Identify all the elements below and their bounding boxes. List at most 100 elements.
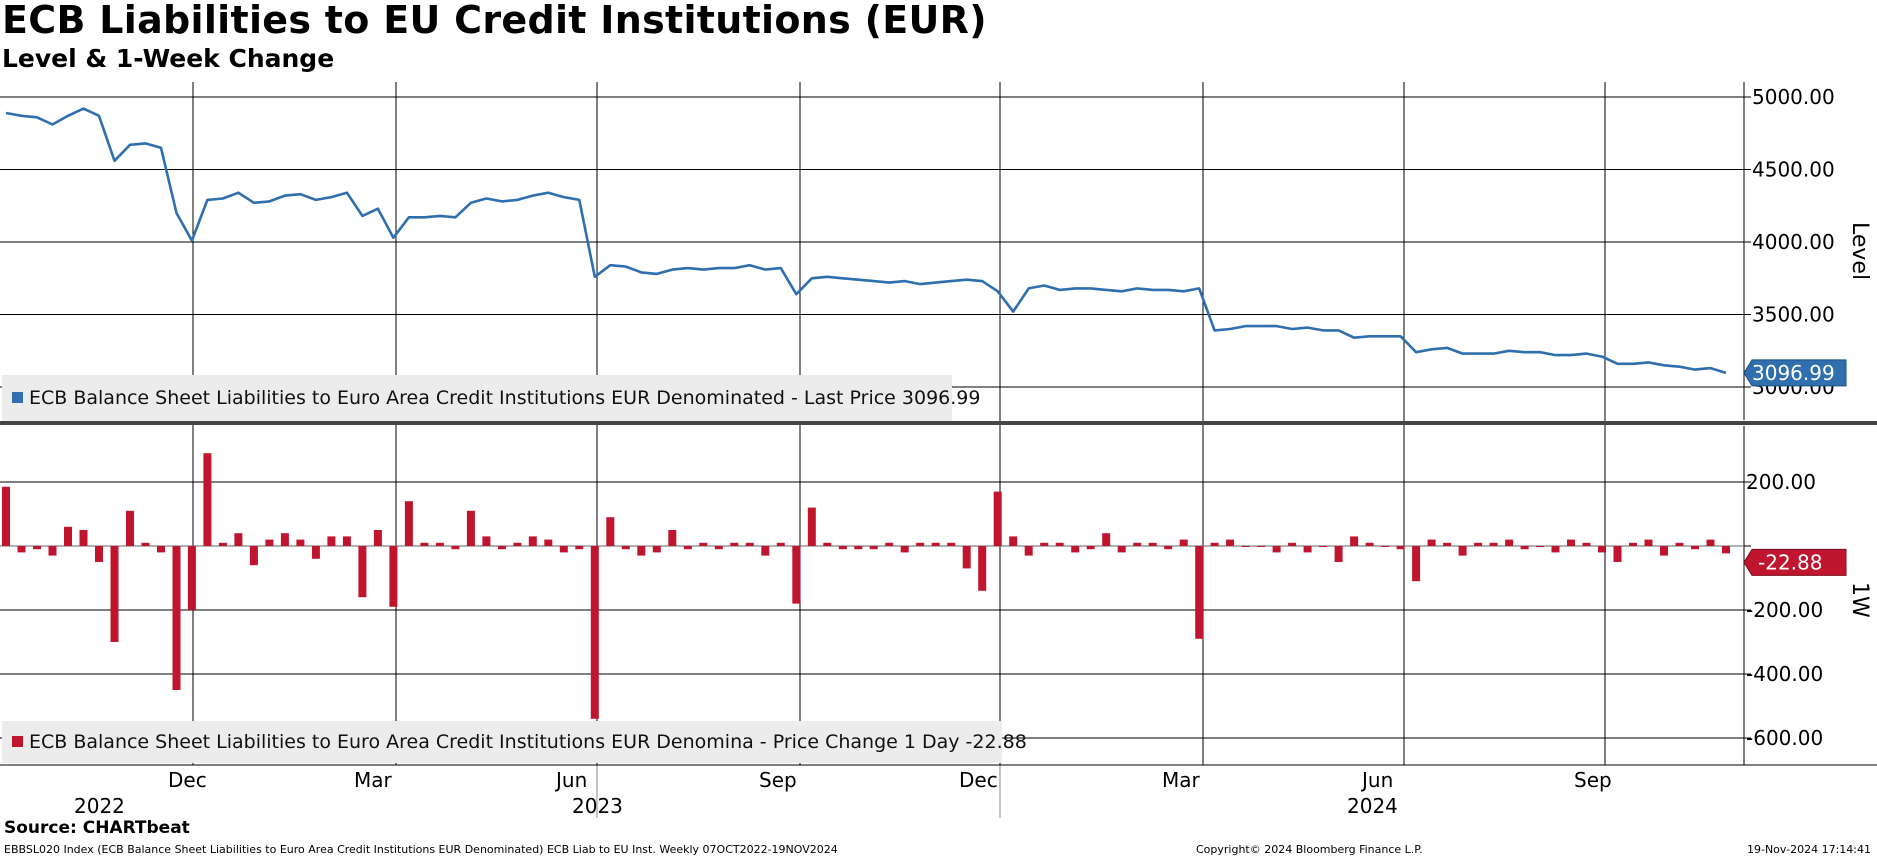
change-last-value: -22.88 xyxy=(1758,550,1822,574)
change-bar xyxy=(95,546,103,562)
source-note: Source: CHARTbeat xyxy=(4,818,190,838)
change-bar xyxy=(203,453,212,546)
change-bar xyxy=(1257,546,1266,547)
change-bar xyxy=(373,530,382,546)
change-bar xyxy=(280,533,289,546)
change-bar xyxy=(497,546,506,550)
legend-change-swatch xyxy=(12,736,23,747)
change-bar xyxy=(296,539,305,546)
x-month-label: Sep xyxy=(759,768,797,792)
change-bar xyxy=(249,546,258,566)
x-year-label: 2024 xyxy=(1347,794,1398,818)
change-bar xyxy=(389,546,398,607)
change-bar xyxy=(1102,533,1111,546)
legend-level: ECB Balance Sheet Liabilities to Euro Ar… xyxy=(2,375,980,421)
change-bar xyxy=(1396,546,1405,550)
footer-timestamp: 19-Nov-2024 17:14:41 xyxy=(1746,843,1871,856)
change-bar xyxy=(451,546,460,550)
chart-title: ECB Liabilities to EU Credit Institution… xyxy=(2,0,987,42)
change-bar xyxy=(1598,546,1606,553)
change-bar xyxy=(482,536,491,546)
change-bar xyxy=(606,517,615,546)
change-bar xyxy=(590,546,599,719)
change-bar xyxy=(745,542,754,546)
change-bar xyxy=(1567,539,1575,546)
change-bar xyxy=(2,486,10,546)
change-bar xyxy=(1691,546,1699,550)
change-bar xyxy=(807,507,816,546)
change-bar xyxy=(1350,536,1359,546)
change-bar xyxy=(1474,542,1483,546)
level-tick-label: 4000.00 xyxy=(1752,230,1835,254)
legend-change: ECB Balance Sheet Liabilities to Euro Ar… xyxy=(2,721,1027,763)
change-bar xyxy=(1520,546,1529,550)
change-bar xyxy=(234,533,243,546)
change-bar xyxy=(218,542,227,546)
change-bar xyxy=(730,542,739,546)
change-bar xyxy=(141,542,150,546)
change-bar xyxy=(17,546,26,553)
change-tick-label: -400.00 xyxy=(1746,662,1823,686)
change-bar xyxy=(1443,542,1452,546)
change-bar xyxy=(544,539,553,546)
change-bar xyxy=(1427,539,1436,546)
change-bar xyxy=(668,530,677,546)
change-bar xyxy=(637,546,646,556)
change-bar xyxy=(1613,546,1622,562)
legend-level-label: ECB Balance Sheet Liabilities to Euro Ar… xyxy=(29,387,981,409)
change-bar xyxy=(621,546,630,550)
x-month-label: Dec xyxy=(959,768,998,792)
change-bar xyxy=(792,546,801,604)
change-bar xyxy=(838,546,847,550)
legend-level-swatch xyxy=(12,392,23,403)
change-bar xyxy=(885,542,894,546)
change-bar xyxy=(79,530,88,546)
change-bar xyxy=(358,546,367,598)
level-last-value-box xyxy=(1743,359,1847,387)
change-bar xyxy=(869,546,878,550)
change-bar xyxy=(993,491,1002,546)
change-bar xyxy=(1226,539,1235,546)
change-bar xyxy=(1706,539,1715,546)
change-bar xyxy=(1071,546,1080,553)
panel-divider xyxy=(0,421,1877,425)
change-bar xyxy=(466,510,475,546)
change-bar xyxy=(900,546,909,553)
change-bar xyxy=(559,546,568,553)
change-bar xyxy=(404,501,413,546)
level-line xyxy=(5,107,1727,375)
x-month-label: Jun xyxy=(1360,768,1393,792)
change-bar xyxy=(1040,542,1049,546)
change-bar xyxy=(1365,542,1374,546)
change-bar xyxy=(1117,546,1126,553)
change-bar xyxy=(1412,546,1421,582)
change-bar xyxy=(110,546,119,642)
level-last-value: 3096.99 xyxy=(1752,361,1835,385)
change-bar xyxy=(1489,542,1498,546)
change-bar xyxy=(1288,542,1297,546)
change-bar xyxy=(854,546,863,550)
chart-subtitle: Level & 1-Week Change xyxy=(2,44,335,73)
change-bar xyxy=(1675,542,1684,546)
change-bar xyxy=(1009,536,1018,546)
change-bar xyxy=(311,546,320,559)
change-bar xyxy=(1024,546,1033,556)
x-year-label: 2023 xyxy=(572,794,623,818)
x-month-label: Jun xyxy=(554,768,587,792)
change-bar xyxy=(1334,546,1343,562)
change-bar xyxy=(1381,546,1390,547)
change-bar xyxy=(947,542,956,546)
x-month-label: Mar xyxy=(1162,768,1201,792)
x-month-label: Sep xyxy=(1574,768,1612,792)
x-month-label: Mar xyxy=(354,768,393,792)
change-bar xyxy=(978,546,987,591)
change-bar xyxy=(327,536,336,546)
change-bar xyxy=(187,546,196,610)
change-bar xyxy=(1505,539,1514,546)
change-bar xyxy=(513,542,522,546)
change-bar xyxy=(962,546,971,569)
level-axis-title: Level xyxy=(1847,222,1872,280)
change-bar xyxy=(342,536,351,546)
change-bar xyxy=(683,546,692,550)
